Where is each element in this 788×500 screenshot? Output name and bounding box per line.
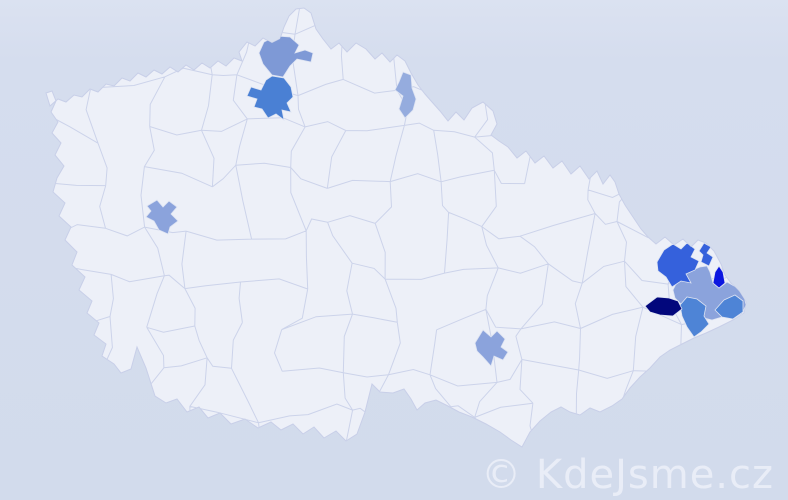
watermark: © KdeJsme.cz [481, 452, 774, 498]
highlighted-district-west [145, 199, 179, 235]
highlighted-district-east-medium-east [714, 294, 744, 320]
highlighted-district-northeast-strip [394, 71, 417, 119]
highlighted-district-south-central [474, 329, 509, 367]
highlighted-district-east-medium-west [679, 296, 710, 338]
highlighted-district-east-bright-blue [712, 265, 726, 289]
highlighted-district-east-navy [644, 296, 683, 317]
highlighted-district-north-blue [246, 75, 294, 121]
highlighted-district-east-royal-small [698, 242, 714, 267]
country-outline [45, 7, 747, 448]
highlighted-district-east-royal [656, 242, 700, 288]
